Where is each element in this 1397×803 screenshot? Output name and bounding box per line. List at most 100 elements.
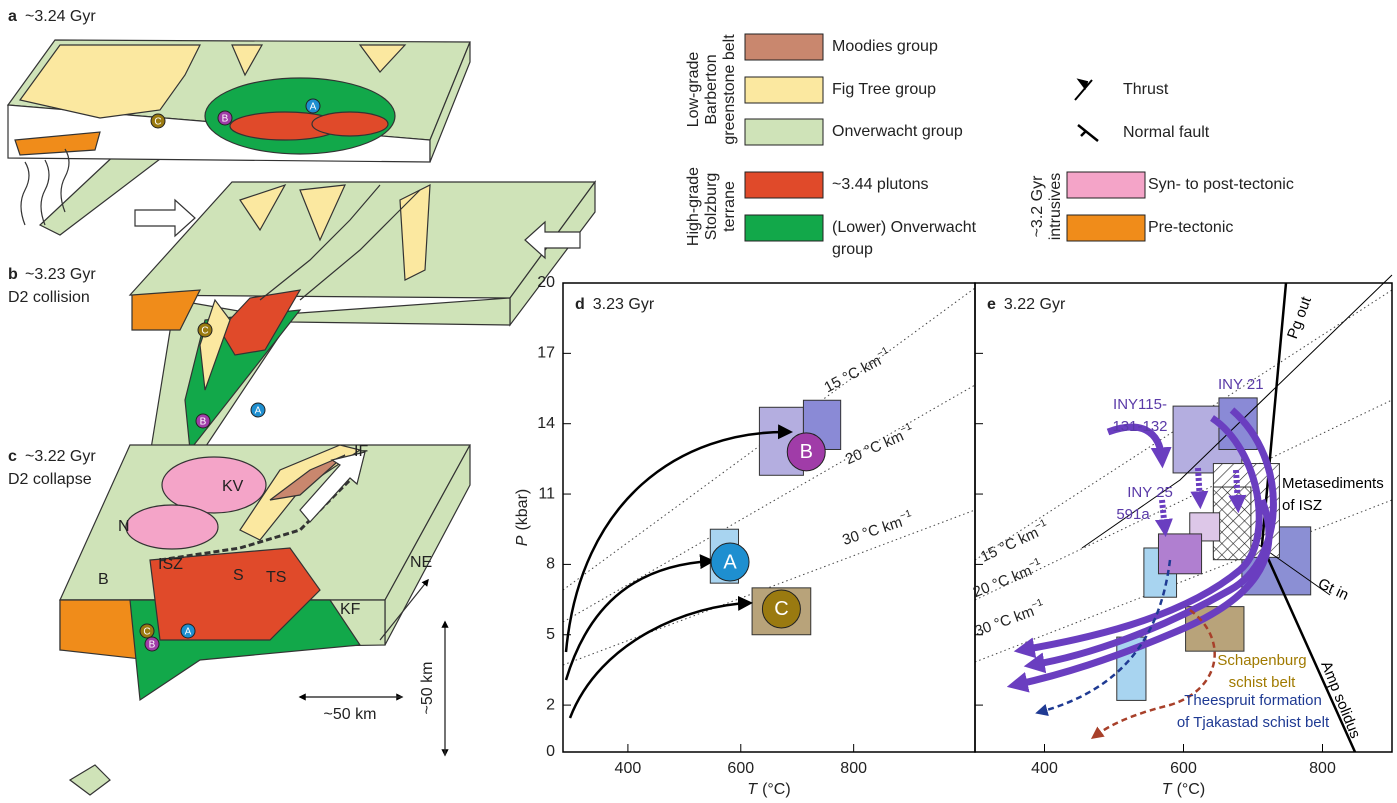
y-axis-label: P (kbar) — [514, 489, 531, 546]
legend-swatch — [745, 119, 823, 145]
panel-age: ~3.24 Gyr — [25, 8, 96, 25]
axis-unit: (°C) — [762, 781, 791, 798]
geotherm-text: 20 °C km — [843, 427, 906, 468]
unit-label: ISZ — [158, 556, 183, 573]
annotation: INY 25 — [1127, 484, 1173, 501]
x-tick-label: 600 — [1170, 760, 1197, 777]
legend-swatch — [1067, 215, 1145, 241]
panel-title: d 3.23 Gyr — [575, 296, 655, 313]
pt-box — [1158, 534, 1201, 574]
geotherm-label: 20 °C km−1 — [970, 556, 1046, 602]
legend-group-label: Stolzburg — [703, 173, 720, 241]
pt-marker-label: C — [774, 598, 788, 620]
panel-b — [130, 182, 595, 455]
geotherm-sup: −1 — [898, 508, 913, 522]
annotation: INY115- — [1113, 396, 1167, 413]
unit-label: N — [118, 518, 130, 535]
y-tick-label: 5 — [546, 626, 555, 643]
site-label: C — [143, 627, 150, 638]
panel-c — [60, 445, 470, 795]
annotation: schist belt — [1229, 674, 1297, 691]
x-tick-label: 600 — [727, 760, 754, 777]
site-label: B — [200, 417, 207, 428]
site-label: A — [255, 406, 262, 417]
annotation: Pg out — [1284, 294, 1315, 341]
panel-letter: e — [987, 296, 996, 313]
pt-marker-label: A — [723, 551, 737, 573]
annotation: of Tjakastad schist belt — [1177, 714, 1330, 731]
legend-swatch — [745, 34, 823, 60]
panel-letter: d — [575, 296, 585, 313]
legend-label: Thrust — [1123, 81, 1169, 98]
legend-group-label: High-grade — [685, 167, 702, 246]
geotherm-text: 30 °C km — [840, 514, 904, 549]
y-tick-label: 14 — [537, 415, 555, 432]
site-label: C — [154, 117, 161, 128]
annotation: INY 21 — [1218, 376, 1264, 393]
legend-group-label: intrusives — [1047, 173, 1064, 241]
annotation: 591a — [1116, 506, 1150, 523]
unit-label: TS — [266, 569, 286, 586]
panel-title-text: 3.22 Gyr — [1004, 296, 1066, 313]
legend-label: Onverwacht group — [832, 123, 963, 140]
unit-label: B — [98, 571, 109, 588]
geotherm-label: 30 °C km−1 — [972, 597, 1048, 640]
legend-group-label: Barberton — [703, 54, 720, 124]
legend-group-label: terrane — [721, 181, 738, 232]
x-tick-label: 800 — [840, 760, 867, 777]
annotation: Schapenburg — [1217, 652, 1306, 669]
geotherm-sup: −1 — [1030, 597, 1045, 611]
fault-symbol — [1078, 125, 1098, 141]
scale-label: ~50 km — [419, 662, 436, 715]
axis-var: T — [1162, 781, 1173, 798]
legend-label: Fig Tree group — [832, 81, 936, 98]
annotation: of ISZ — [1282, 497, 1322, 514]
panel-age: ~3.23 Gyr — [25, 266, 96, 283]
legend-group-label: greenstone belt — [721, 34, 738, 145]
unit-label: S — [233, 567, 244, 584]
axis-var: P — [514, 535, 531, 546]
geotherm-label: 20 °C km−1 — [842, 421, 917, 469]
thrust-symbol — [1075, 80, 1092, 100]
panel-letter: b — [8, 266, 18, 283]
plot-frame — [563, 283, 975, 752]
geotherm-sup: −1 — [1027, 556, 1042, 571]
y-tick-label: 8 — [546, 556, 555, 573]
unit-label: KV — [222, 478, 244, 495]
legend-label: Syn- to post-tectonic — [1148, 176, 1294, 193]
y-tick-label: 0 — [546, 743, 555, 760]
panel-age: ~3.22 Gyr — [25, 448, 96, 465]
panel-event: D2 collision — [8, 289, 90, 306]
geotherm-text: 20 °C km — [971, 562, 1035, 601]
y-tick-label: 20 — [537, 274, 555, 291]
pt-marker-label: B — [800, 441, 813, 463]
site-label: A — [185, 627, 192, 638]
legend-swatch — [745, 172, 823, 198]
panel-title-text: 3.23 Gyr — [593, 296, 655, 313]
site-label: B — [222, 114, 229, 125]
legend-swatch — [745, 77, 823, 103]
x-tick-label: 400 — [615, 760, 642, 777]
legend-group-label: Low-grade — [685, 52, 702, 128]
panel-letter: a — [8, 8, 17, 25]
legend-label: (Lower) Onverwacht — [832, 219, 977, 236]
geotherm-label: 15 °C km−1 — [977, 517, 1052, 566]
site-label: C — [201, 326, 208, 337]
axis-unit: (°C) — [1177, 781, 1206, 798]
geotherm-label: 15 °C km−1 — [820, 345, 894, 397]
annotation: Metasediments — [1282, 475, 1384, 492]
y-tick-label: 17 — [537, 345, 555, 362]
legend-swatch — [1067, 172, 1145, 198]
annotation: Theespruit formation — [1184, 692, 1322, 709]
geotherm-text: 30 °C km — [972, 603, 1036, 640]
figure: a ~3.24 Gyr b ~3.23 Gyr D2 collision c ~… — [0, 0, 1397, 803]
panel-event: D2 collapse — [8, 471, 92, 488]
axis-unit: (kbar) — [514, 489, 531, 531]
panel-title: e 3.22 Gyr — [987, 296, 1066, 313]
unit-label: KF — [340, 601, 361, 618]
x-axis-label: T(°C) — [747, 781, 790, 798]
x-tick-label: 400 — [1031, 760, 1058, 777]
y-tick-label: 2 — [546, 696, 555, 713]
scale-label: ~50 km — [324, 706, 377, 723]
